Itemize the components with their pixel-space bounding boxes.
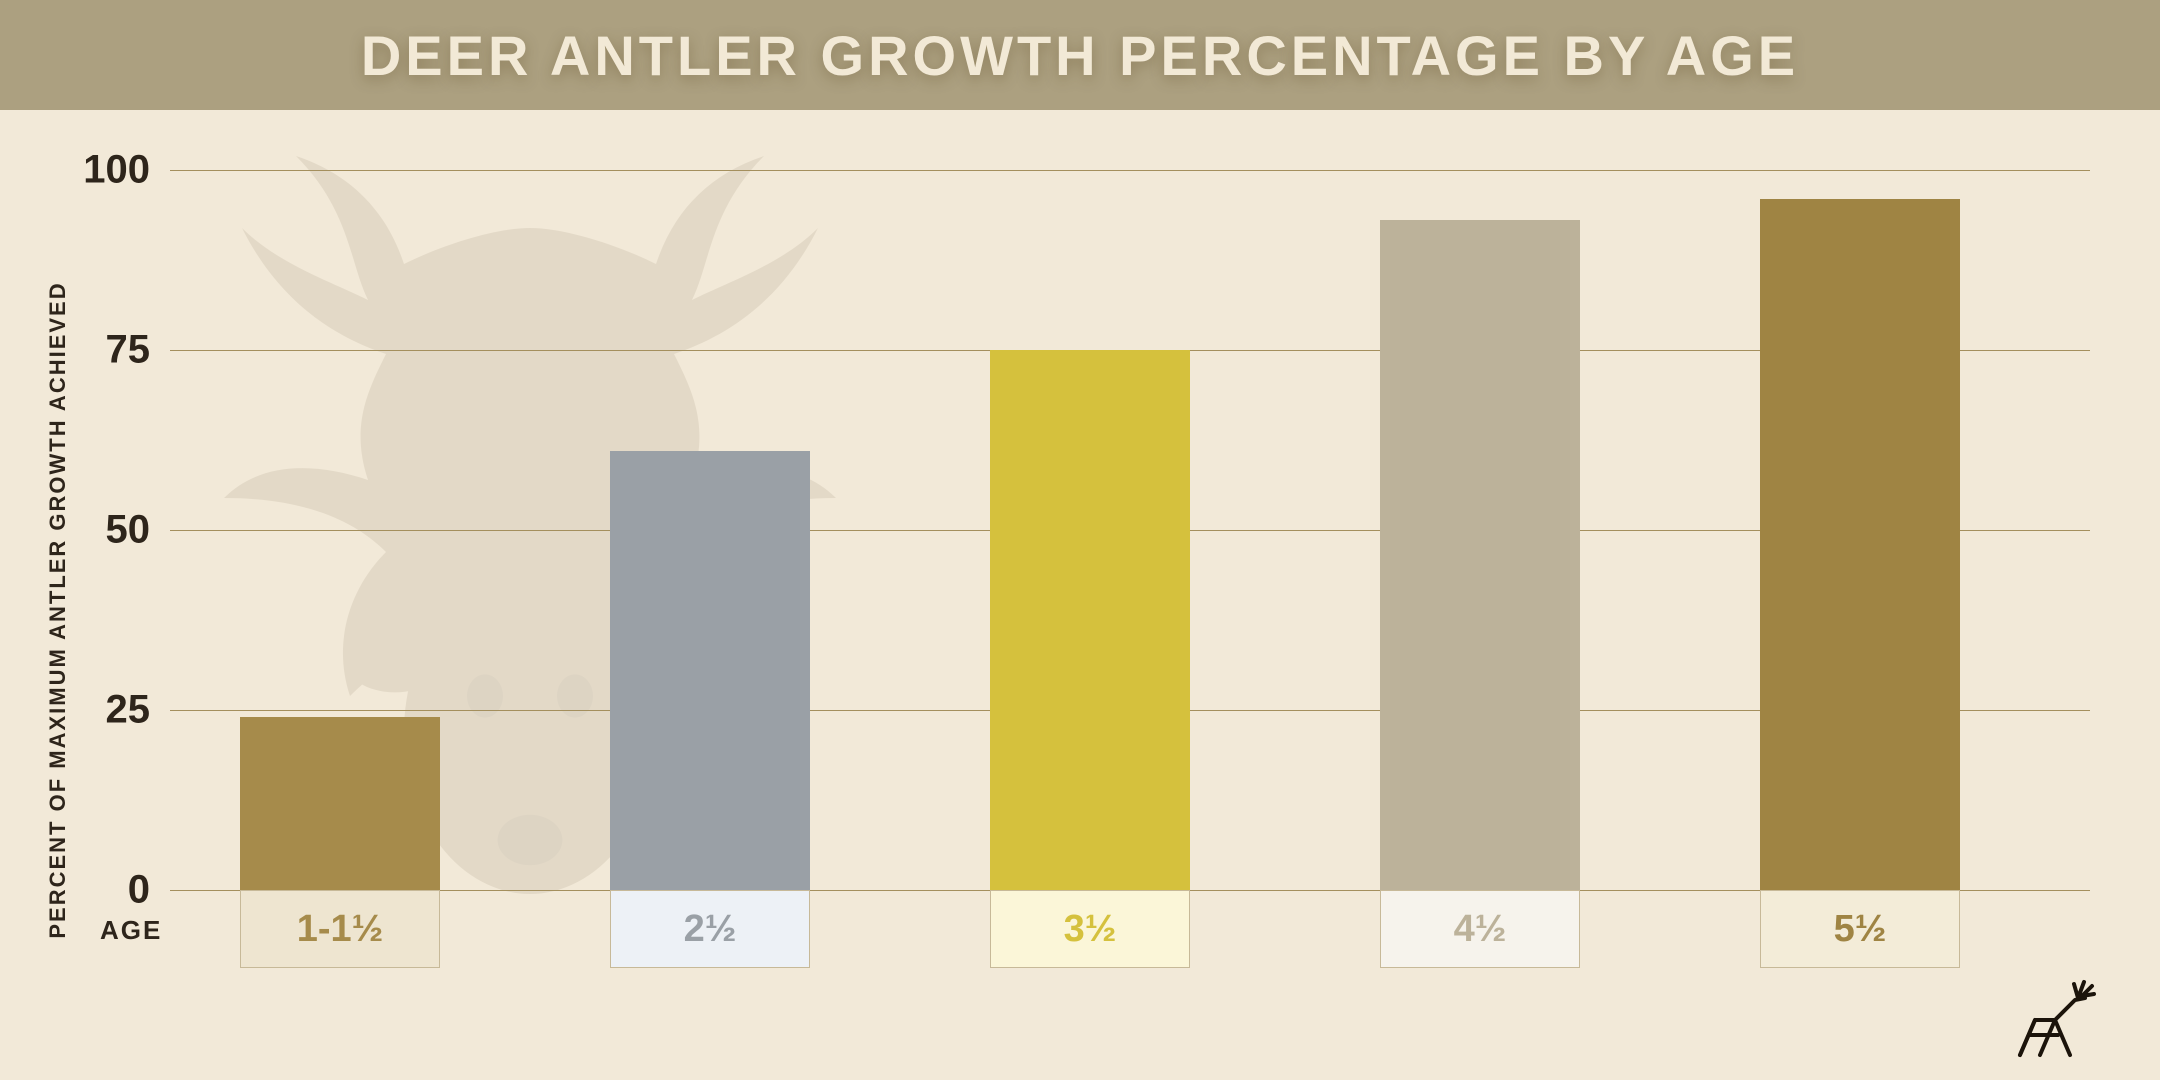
page-title: DEER ANTLER GROWTH PERCENTAGE BY AGE [361, 23, 1799, 88]
age-category-label: 5½ [1760, 890, 1960, 968]
bar: 1-1½ [240, 717, 440, 890]
y-axis-title: PERCENT OF MAXIMUM ANTLER GROWTH ACHIEVE… [45, 281, 71, 938]
bar: 3½ [990, 350, 1190, 890]
header-bar: DEER ANTLER GROWTH PERCENTAGE BY AGE [0, 0, 2160, 110]
y-tick-label: 25 [30, 688, 150, 733]
bar: 4½ [1380, 220, 1580, 890]
age-category-label: 3½ [990, 890, 1190, 968]
x-axis-title: AGE [100, 915, 162, 946]
age-category-label: 1-1½ [240, 890, 440, 968]
bar: 5½ [1760, 199, 1960, 890]
gridline [170, 170, 2090, 171]
y-tick-label: 75 [30, 328, 150, 373]
bar: 2½ [610, 451, 810, 890]
plot-area: 02550751001-1½2½3½4½5½ [170, 170, 2090, 890]
age-category-label: 2½ [610, 890, 810, 968]
y-tick-label: 100 [30, 148, 150, 193]
y-tick-label: 0 [30, 868, 150, 913]
chart: PERCENT OF MAXIMUM ANTLER GROWTH ACHIEVE… [0, 110, 2160, 1080]
deer-logo-icon [2000, 970, 2120, 1060]
age-category-label: 4½ [1380, 890, 1580, 968]
y-tick-label: 50 [30, 508, 150, 553]
